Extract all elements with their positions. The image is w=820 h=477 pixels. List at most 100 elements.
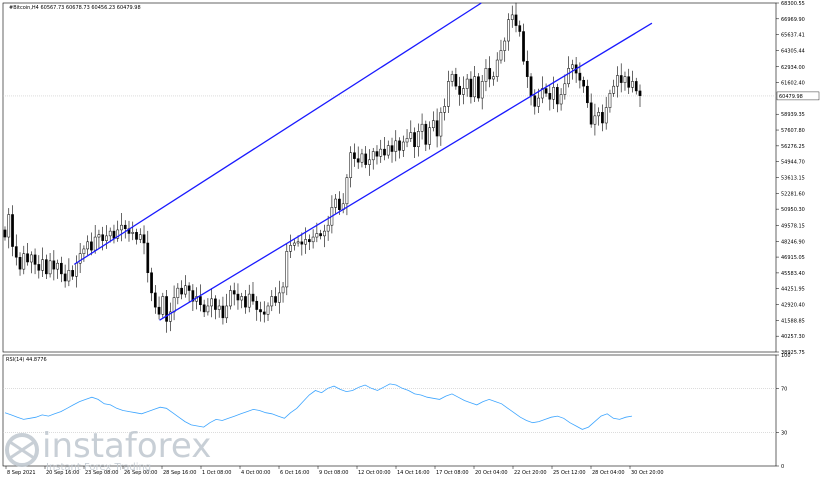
candle-body	[458, 85, 461, 95]
candle-body	[274, 296, 277, 303]
candle-body	[559, 94, 563, 105]
candle-body	[225, 305, 229, 319]
candle-body	[101, 234, 105, 241]
x-tick-label: 1 Oct 08:00	[202, 470, 231, 476]
candle-body	[41, 259, 44, 271]
candle-body	[184, 285, 187, 295]
candle-body	[232, 290, 236, 295]
candle-body	[22, 253, 26, 270]
candle-body	[507, 19, 510, 42]
candle-body	[153, 292, 157, 308]
candle-body	[78, 253, 82, 264]
candle-body	[56, 262, 59, 270]
candle-body	[424, 123, 428, 145]
candle-body	[277, 292, 281, 303]
candle-body	[578, 72, 582, 81]
candle-body	[202, 304, 206, 313]
candle-body	[229, 290, 232, 307]
candle-body	[112, 230, 116, 239]
candle-body	[120, 224, 123, 231]
y-tick-label: 41588.85	[781, 318, 805, 324]
candle-body	[221, 305, 225, 319]
candle-body	[108, 230, 112, 237]
candle-body	[356, 158, 360, 163]
candle-body	[135, 232, 138, 240]
candle-body	[251, 293, 255, 302]
candle-body	[394, 140, 398, 152]
candle-body	[409, 132, 413, 139]
candle-body	[296, 241, 300, 244]
candle-body	[75, 262, 78, 277]
candle-body	[281, 286, 285, 294]
candle-body	[488, 68, 492, 80]
watermark: instaforex Instant Forex Trading	[5, 426, 211, 473]
candle-body	[67, 270, 71, 282]
candle-body	[634, 81, 638, 92]
candle-body	[552, 87, 555, 100]
candle-body	[270, 296, 274, 307]
candle-body	[240, 296, 244, 301]
y-tick-label: 66969.90	[781, 17, 805, 23]
candle-body	[368, 159, 371, 165]
candle-body	[401, 141, 405, 151]
y-tick-label: 48246.90	[781, 239, 805, 245]
y-tick-label: 68300.55	[781, 1, 805, 7]
candle-body	[33, 254, 37, 265]
candle-body	[608, 93, 612, 108]
y-tick-label: 44251.95	[781, 287, 805, 293]
candle-body	[462, 88, 465, 95]
candle-body	[518, 25, 522, 32]
x-tick-label: 20 Oct 04:00	[475, 470, 508, 476]
candle-body	[571, 64, 574, 69]
y-tick-label: 56276.25	[781, 144, 805, 150]
x-tick-label: 30 Oct 20:00	[631, 470, 664, 476]
x-tick-label: 12 Oct 00:00	[358, 470, 391, 476]
y-tick-label: 58939.35	[781, 112, 805, 118]
y-tick-label: 45583.40	[781, 271, 805, 277]
candle-body	[533, 95, 537, 107]
candle-body	[589, 102, 593, 125]
candle-body	[612, 85, 616, 94]
candle-body	[627, 76, 631, 88]
candle-body	[345, 177, 349, 205]
candle-body	[514, 14, 518, 26]
candle-body	[255, 300, 259, 310]
candle-body	[582, 79, 585, 87]
candle-body	[71, 270, 74, 277]
candle-body	[364, 153, 368, 165]
rsi-line	[4, 383, 633, 430]
candle-body	[623, 76, 627, 83]
candle-body	[420, 123, 424, 132]
rsi-tick-label: 0	[781, 464, 784, 470]
x-tick-label: 20 Sep 16:00	[46, 470, 79, 476]
candle-body	[26, 253, 29, 263]
rsi-tick-label: 70	[781, 386, 787, 392]
price-y-axis: 68300.55 66969.90 65637.41 64305.44 62934.00…	[776, 1, 820, 356]
candle-body	[123, 224, 127, 229]
candle-body	[289, 245, 292, 252]
candle-body	[499, 50, 503, 61]
candle-body	[259, 309, 262, 313]
candle-body	[97, 234, 101, 238]
price-chart-title: #Bitcoin,H4 60567.73 60678.73 60456.23 6…	[9, 5, 141, 11]
candle-body	[307, 239, 311, 243]
candle-body	[477, 76, 480, 99]
candle-body	[247, 293, 251, 308]
time-x-axis: 8 Sep 2021 20 Sep 16:00 23 Sep 08:00 26 Sep…	[5, 466, 664, 476]
candle-body	[484, 68, 488, 82]
candle-body	[150, 272, 153, 294]
candle-body	[63, 273, 67, 282]
rsi-panel-frame	[2, 354, 777, 467]
candle-body	[146, 242, 150, 273]
candle-body	[180, 287, 183, 295]
price-panel-frame	[2, 2, 777, 353]
channel-upper-line	[73, 2, 482, 265]
candle-body	[492, 76, 495, 80]
candle-body	[443, 106, 446, 113]
instaforex-logo-icon	[5, 433, 39, 467]
candle-body	[428, 127, 431, 145]
candle-body	[217, 305, 221, 310]
candle-body	[398, 140, 401, 151]
candle-body	[18, 257, 22, 270]
